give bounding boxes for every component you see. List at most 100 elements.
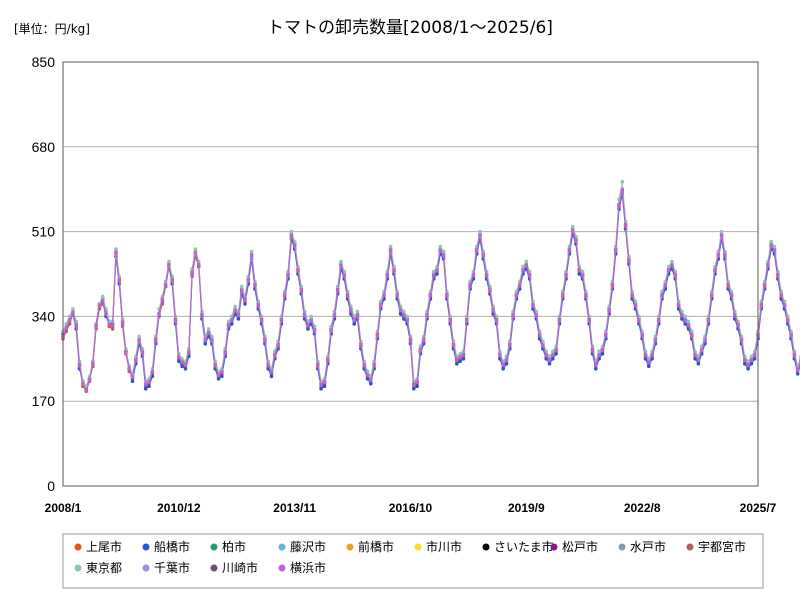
data-point	[362, 363, 367, 368]
data-point	[100, 294, 105, 299]
data-point	[216, 377, 221, 381]
data-point	[193, 247, 198, 251]
data-point	[478, 229, 482, 234]
data-point	[147, 380, 151, 385]
data-point	[147, 384, 151, 389]
data-point	[551, 357, 555, 361]
data-point	[474, 248, 479, 253]
data-point	[551, 353, 555, 358]
data-point	[97, 303, 102, 308]
data-point	[660, 293, 664, 298]
data-point	[769, 243, 773, 248]
x-tick-label: 2016/10	[389, 501, 433, 515]
data-point	[431, 269, 436, 274]
data-point	[329, 328, 333, 333]
legend-item: 川崎市	[210, 560, 258, 575]
data-point	[465, 318, 469, 323]
data-point	[322, 380, 327, 385]
data-point	[183, 363, 188, 368]
data-point	[587, 318, 591, 323]
data-point	[521, 268, 525, 273]
data-point	[187, 350, 191, 355]
data-point	[120, 321, 125, 326]
data-point	[554, 352, 558, 356]
data-point	[309, 318, 314, 323]
data-point	[508, 343, 512, 348]
data-point	[594, 367, 598, 371]
data-point	[312, 328, 317, 333]
data-point	[266, 363, 271, 368]
data-point	[461, 357, 466, 361]
data-point	[196, 262, 201, 267]
data-point	[713, 268, 717, 273]
legend-label: 松戸市	[562, 539, 598, 554]
legend-item: 千葉市	[142, 560, 190, 575]
data-point	[177, 359, 181, 364]
data-point	[114, 250, 118, 255]
data-point	[220, 370, 224, 375]
data-point	[610, 283, 615, 288]
data-point	[772, 244, 777, 249]
data-point	[640, 333, 644, 338]
data-point	[617, 203, 621, 208]
data-point	[779, 293, 783, 298]
legend-label: 水戸市	[630, 539, 666, 554]
legend-item: 横浜市	[278, 560, 326, 575]
data-point	[322, 384, 327, 389]
data-point	[438, 244, 443, 249]
data-point	[87, 378, 92, 383]
data-point	[501, 367, 506, 371]
data-point	[233, 308, 237, 313]
data-point	[173, 318, 178, 323]
data-point	[183, 367, 188, 371]
legend-item: 水戸市	[618, 539, 666, 554]
data-point	[746, 359, 750, 364]
data-point	[398, 308, 403, 313]
data-point	[461, 353, 466, 358]
data-point	[77, 363, 82, 368]
data-point	[292, 243, 297, 248]
legend-label: 宇都宮市	[698, 539, 746, 554]
data-point	[306, 323, 310, 328]
x-tick-label: 2025/7	[740, 501, 777, 515]
data-point	[94, 323, 98, 328]
data-point	[666, 268, 671, 273]
x-tick-label: 2019/9	[508, 501, 545, 515]
data-point	[226, 323, 231, 328]
legend-marker	[482, 543, 490, 551]
data-point	[455, 358, 459, 363]
data-point	[177, 355, 181, 360]
data-point	[163, 282, 168, 287]
data-point	[570, 224, 575, 229]
data-point	[789, 333, 793, 338]
data-point	[355, 309, 360, 314]
data-point	[531, 303, 535, 308]
data-point	[759, 303, 764, 308]
legend-label: 市川市	[426, 539, 462, 554]
legend-marker	[74, 564, 82, 572]
data-point	[216, 373, 221, 378]
data-point	[130, 375, 135, 380]
data-point	[488, 288, 492, 293]
data-point	[749, 358, 754, 363]
legend-item: 宇都宮市	[686, 539, 746, 554]
legend-marker	[550, 543, 558, 551]
data-point	[180, 357, 184, 361]
data-point	[306, 327, 310, 331]
data-point	[203, 342, 208, 346]
data-point	[577, 272, 582, 276]
data-point	[534, 313, 539, 318]
data-point	[471, 273, 476, 278]
data-point	[296, 268, 300, 273]
legend-label: 上尾市	[86, 539, 122, 554]
legend-label: さいたま市	[494, 539, 554, 554]
data-point	[269, 370, 274, 375]
data-point	[597, 349, 601, 354]
data-point	[81, 381, 85, 386]
series-line	[62, 190, 800, 392]
data-point	[107, 322, 112, 327]
data-point	[213, 363, 217, 368]
data-point	[733, 313, 737, 318]
legend-marker	[142, 543, 150, 551]
